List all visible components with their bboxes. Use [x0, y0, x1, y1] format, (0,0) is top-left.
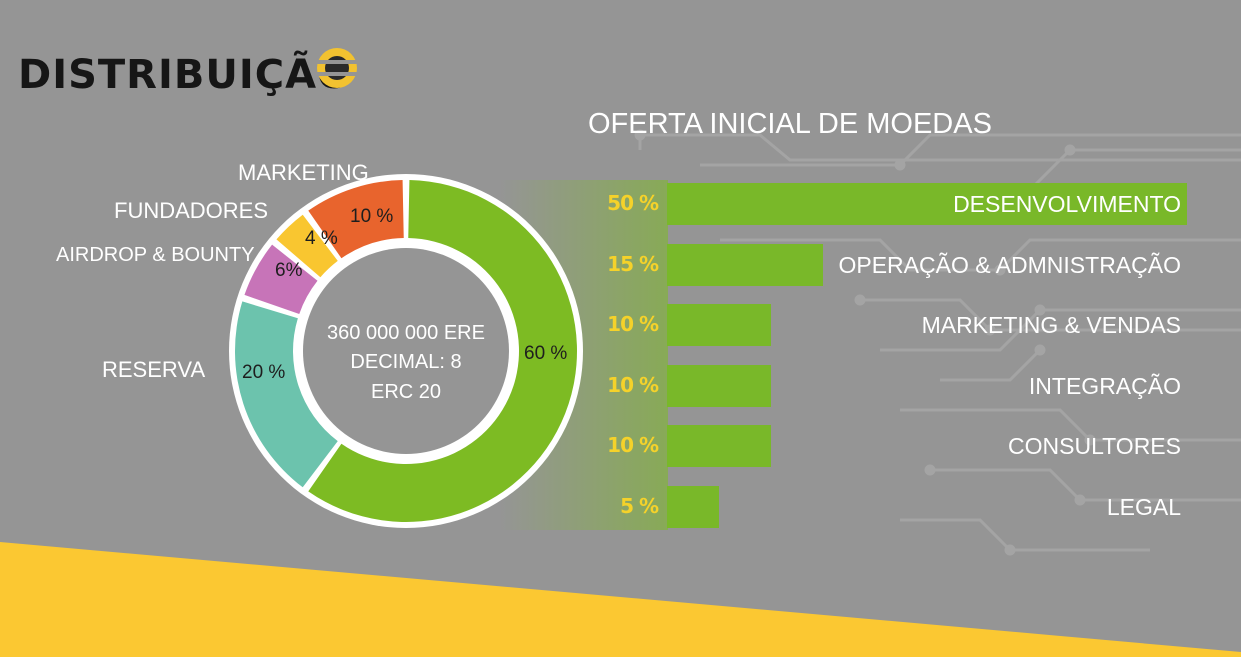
donut-slice-4	[276, 214, 338, 278]
donut-slice-label: MARKETING	[238, 160, 369, 185]
donut-value-label: 60 %	[524, 343, 568, 364]
bar-category-label: MARKETING & VENDAS	[921, 312, 1181, 339]
donut-slice-2	[234, 301, 338, 488]
donut-value-label: 6%	[275, 260, 303, 281]
donut-slice-label: RESERVA	[102, 357, 206, 382]
donut-slice-3	[244, 244, 318, 314]
yellow-accent-band	[0, 542, 1241, 657]
bar-chart-title: OFERTA INICIAL DE MOEDAS	[588, 108, 992, 140]
bar	[667, 425, 771, 468]
donut-slice-label: AIRDROP & BOUNTY	[56, 244, 255, 266]
donut-value-label: 10 %	[350, 206, 394, 227]
donut-slice-label: FUNDADORES	[114, 198, 269, 223]
bar-value-label: 10 %	[607, 433, 659, 458]
decimal-text: DECIMAL: 8	[350, 351, 462, 373]
donut-slice-5	[308, 180, 404, 259]
bar	[667, 183, 1187, 225]
bar	[667, 486, 719, 528]
bar	[667, 364, 771, 407]
coin-logo-icon	[314, 48, 360, 88]
donut-center	[303, 248, 509, 454]
bar-value-label: 50 %	[607, 191, 659, 215]
page-title: DISTRIBUIÇÃO	[18, 52, 353, 98]
bar	[667, 243, 823, 286]
bar-category-label: INTEGRAÇÃO	[1028, 372, 1181, 399]
bar	[667, 304, 771, 347]
token-standard-text: ERC 20	[370, 381, 442, 403]
bar-value-label: 10 %	[607, 312, 659, 337]
donut-value-label: 4 %	[305, 228, 338, 249]
bar-category-label: LEGAL	[1106, 494, 1181, 520]
bar-value-label: 5 %	[620, 494, 659, 518]
bar-value-label: 15 %	[607, 251, 659, 276]
bar-category-label: CONSULTORES	[1008, 433, 1181, 460]
bar-category-label: DESENVOLVIMENTO	[953, 191, 1181, 217]
circuit-pattern-decoration	[634, 129, 1241, 556]
donut-value-label: 20 %	[242, 362, 286, 383]
donut-slice-1	[308, 180, 578, 523]
bar-category-label: OPERAÇÃO & ADMNISTRAÇÃO	[838, 251, 1181, 278]
bar-value-label: 10 %	[607, 372, 659, 397]
token-supply-text: 360 000 000 ERE	[327, 322, 485, 344]
